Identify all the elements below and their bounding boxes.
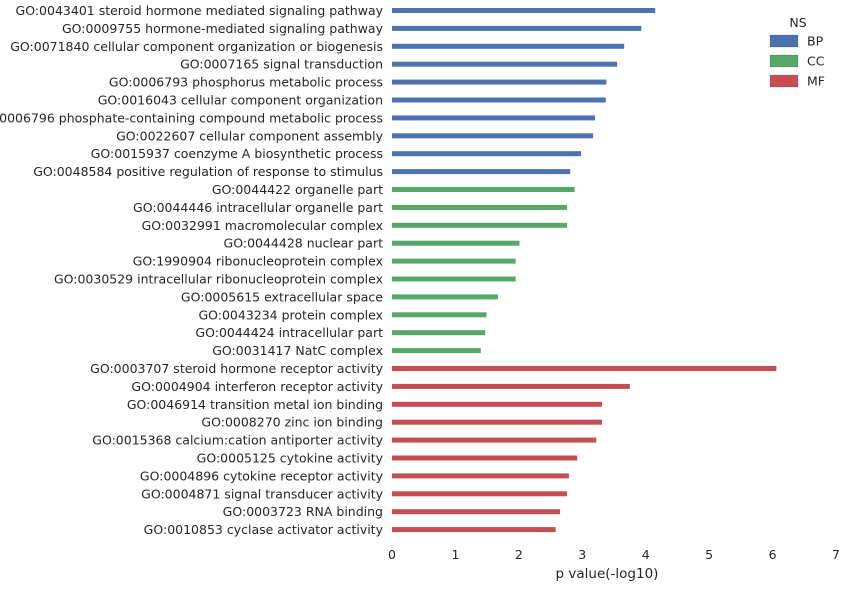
category-label: GO:0044424 intracellular part: [195, 325, 383, 340]
x-tick-label: 2: [515, 547, 523, 562]
category-label: GO:0044422 organelle part: [212, 182, 383, 197]
category-label: GO:0046914 transition metal ion binding: [127, 397, 383, 412]
legend-label-bp: BP: [807, 34, 824, 49]
category-label: GO:0044428 nuclear part: [224, 236, 384, 251]
bar-cc: [392, 240, 520, 246]
bar-mf: [392, 509, 561, 515]
bar-bp: [392, 79, 607, 85]
x-tick-label: 5: [705, 547, 713, 562]
category-label: GO:0003723 RNA binding: [223, 504, 383, 519]
category-label: GO:0043234 protein complex: [198, 307, 383, 322]
bar-mf: [392, 527, 556, 533]
category-label: GO:0005125 cytokine activity: [197, 451, 384, 466]
x-tick-label: 6: [769, 547, 777, 562]
x-tick-label: 3: [578, 547, 586, 562]
bar-bp: [392, 61, 618, 67]
bar-mf: [392, 491, 568, 497]
bar-cc: [392, 276, 516, 282]
x-axis-ticks: 0 1 2 3 4 5 6 7: [388, 547, 840, 562]
legend-entries: BP CC MF: [769, 34, 825, 89]
category-label: GO:0004904 interferon receptor activity: [131, 379, 383, 394]
x-tick-label: 1: [451, 547, 459, 562]
legend-label-mf: MF: [807, 74, 825, 89]
bar-cc: [392, 222, 568, 228]
bar-cc: [392, 330, 486, 336]
bar-mf: [392, 455, 578, 461]
bar-bp: [392, 133, 594, 139]
bar-bp: [392, 151, 582, 157]
category-label: GO:0030529 intracellular ribonucleoprote…: [54, 272, 383, 287]
category-label: GO:0022607 cellular component assembly: [116, 128, 383, 143]
category-label: GO:0009755 hormone-mediated signaling pa…: [62, 21, 384, 36]
category-label: GO:0006796 phosphate-containing compound…: [0, 110, 383, 125]
category-labels: GO:0043401 steroid hormone mediated sign…: [0, 3, 384, 537]
bars-layer: [392, 8, 777, 533]
bar-mf: [392, 401, 602, 407]
category-label: GO:0032991 macromolecular complex: [142, 218, 383, 233]
legend-label-cc: CC: [807, 54, 825, 69]
category-label: GO:0031417 NatC complex: [212, 343, 383, 358]
category-label: GO:0015937 coenzyme A biosynthetic proce…: [91, 146, 383, 161]
category-label: GO:0005615 extracellular space: [181, 289, 383, 304]
category-label: GO:0044446 intracellular organelle part: [133, 200, 383, 215]
category-label: GO:0048584 positive regulation of respon…: [33, 164, 383, 179]
category-label: GO:0004896 cytokine receptor activity: [140, 468, 384, 483]
x-tick-label: 7: [832, 547, 840, 562]
x-tick-label: 4: [642, 547, 650, 562]
bar-cc: [392, 348, 481, 354]
category-label: GO:0006793 phosphorus metabolic process: [109, 75, 383, 90]
category-label: GO:0004871 signal transducer activity: [141, 486, 383, 501]
category-label: GO:0010853 cyclase activator activity: [144, 522, 384, 537]
bar-bp: [392, 115, 595, 121]
legend-swatch-bp: [769, 34, 799, 48]
bar-cc: [392, 294, 498, 300]
bar-bp: [392, 97, 606, 103]
x-tick-label: 0: [388, 547, 396, 562]
category-label: GO:0071840 cellular component organizati…: [10, 39, 383, 54]
legend-title: NS: [789, 15, 806, 30]
legend-swatch-cc: [769, 54, 799, 68]
bar-bp: [392, 8, 656, 13]
bar-bp: [392, 169, 571, 175]
category-label: GO:1990904 ribonucleoprotein complex: [133, 254, 383, 269]
bar-bp: [392, 25, 642, 31]
legend-swatch-mf: [769, 74, 799, 88]
bar-cc: [392, 312, 487, 318]
category-label: GO:0007165 signal transduction: [180, 57, 383, 72]
bar-bp: [392, 43, 625, 49]
category-label: GO:0015368 calcium:cation antiporter act…: [92, 433, 383, 448]
bar-mf: [392, 419, 602, 425]
x-axis-title: p value(-log10): [556, 566, 659, 582]
bar-cc: [392, 204, 568, 210]
bar-mf: [392, 383, 630, 389]
category-label: GO:0003707 steroid hormone receptor acti…: [90, 361, 383, 376]
bar-cc: [392, 187, 575, 192]
bar-mf: [392, 437, 597, 443]
bar-cc: [392, 258, 516, 264]
category-label: GO:0043401 steroid hormone mediated sign…: [16, 3, 384, 18]
category-label: GO:0016043 cellular component organizati…: [98, 93, 383, 108]
legend: NS BP CC MF: [769, 15, 825, 89]
bar-mf: [392, 473, 569, 479]
category-label: GO:0008270 zinc ion binding: [201, 415, 383, 430]
bar-mf: [392, 366, 777, 371]
